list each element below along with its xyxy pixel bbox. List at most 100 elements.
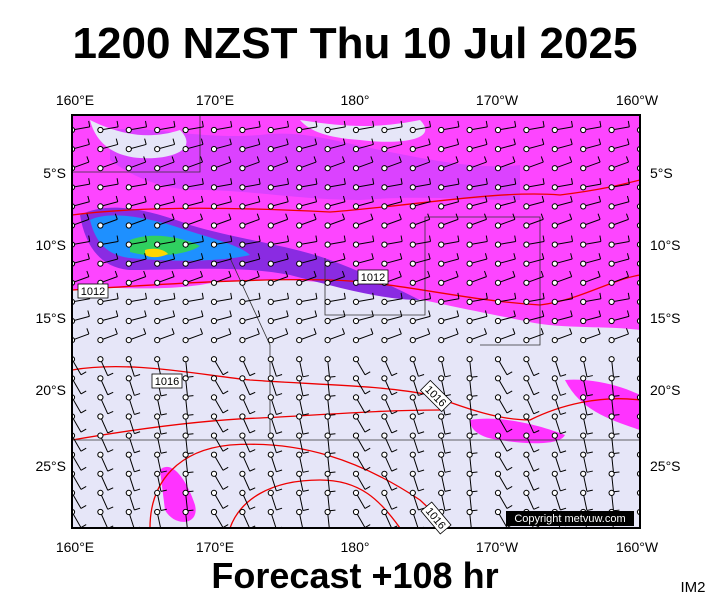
barb-flag: [107, 506, 114, 510]
barb-station: [551, 337, 558, 344]
barb-flag: [276, 393, 283, 396]
barb-flag: [302, 394, 309, 397]
barb-station: [324, 508, 331, 516]
barb-station: [352, 470, 360, 477]
barb-station: [466, 241, 473, 248]
barb-flag: [144, 310, 147, 317]
barb-station: [154, 432, 161, 439]
barb-flag: [256, 156, 260, 163]
barb-station: [210, 489, 218, 496]
barb-flag: [570, 120, 574, 127]
barb-flag: [625, 270, 629, 277]
barb-station: [125, 146, 132, 153]
barb-flag: [107, 449, 114, 453]
barb-station: [210, 451, 218, 458]
barb-flag: [249, 449, 256, 453]
barb-station: [494, 337, 502, 344]
barb-station: [125, 279, 132, 286]
barb-station: [409, 222, 416, 229]
barb-station: [466, 432, 473, 439]
lon-label: 160°E: [56, 92, 94, 108]
barb-station: [608, 356, 615, 363]
barb-station: [210, 184, 218, 191]
barb-flag: [364, 428, 371, 433]
barb-station: [438, 375, 445, 382]
barb-station: [324, 260, 331, 267]
barb-flag: [276, 450, 283, 454]
barb-station: [381, 489, 388, 496]
barb-station: [97, 222, 104, 229]
barb-station: [154, 413, 161, 420]
barb-flag: [444, 470, 451, 473]
barb-station: [608, 413, 615, 420]
barb-station: [125, 451, 132, 458]
barb-flag: [87, 310, 90, 317]
barb-flag: [258, 235, 261, 242]
barb-flag: [428, 138, 431, 145]
barb-station: [125, 165, 132, 172]
barb-station: [324, 375, 331, 382]
barb-station: [523, 241, 530, 248]
barb-flag: [398, 270, 402, 277]
barb-station: [296, 337, 303, 344]
barb-flag: [513, 138, 516, 145]
barb-flag: [256, 328, 260, 335]
lon-label: 170°E: [196, 92, 234, 108]
barb-station: [182, 432, 189, 439]
isobars: [72, 179, 640, 528]
barb-flag: [457, 292, 460, 299]
barb-station: [409, 394, 416, 401]
barb-flag: [457, 235, 460, 242]
barb-flag: [302, 470, 309, 473]
barb-flag: [115, 195, 119, 202]
barb-station: [267, 222, 274, 229]
barb-station: [580, 279, 587, 286]
barb-flag: [371, 195, 374, 202]
barb-station: [438, 298, 445, 305]
barb-station: [580, 203, 587, 210]
barb-station: [381, 203, 388, 210]
barb-flag: [428, 195, 431, 202]
barb-station: [494, 489, 502, 496]
barb-flag: [115, 253, 119, 260]
barb-station: [608, 241, 615, 248]
barb-flag: [570, 235, 574, 242]
barb-flag: [599, 235, 602, 242]
barb-station: [438, 203, 445, 210]
barb-station: [409, 432, 416, 439]
barb-station: [381, 337, 388, 344]
barb-station: [608, 146, 615, 153]
barb-flag: [200, 138, 204, 145]
barb-flag: [222, 371, 229, 376]
barb-station: [523, 279, 530, 286]
barb-station: [182, 508, 189, 516]
barb-flag: [114, 156, 118, 163]
barb-flag: [199, 270, 203, 277]
barb-flag: [302, 375, 309, 378]
wind-barbs: [72, 120, 640, 528]
barb-flag: [171, 156, 175, 163]
barb-flag: [144, 253, 147, 260]
lon-label: 170°W: [476, 92, 519, 108]
barb-station: [466, 184, 473, 191]
barb-flag: [302, 508, 309, 511]
barb-flag: [144, 178, 148, 185]
barb-flag: [172, 138, 176, 145]
barb-flag: [613, 471, 620, 474]
barb-station: [523, 317, 530, 325]
barb-station: [182, 184, 189, 191]
barb-station: [523, 413, 530, 420]
barb-flag: [187, 375, 194, 378]
barb-flag: [199, 328, 203, 335]
barb-flag: [116, 120, 119, 127]
barb-station: [466, 203, 473, 210]
barb-flag: [391, 391, 398, 396]
barb-flag: [286, 292, 290, 299]
barb-flag: [613, 452, 620, 454]
barb-flag: [457, 120, 460, 127]
barb-flag: [115, 138, 119, 145]
barb-station: [296, 279, 303, 286]
barb-station: [154, 165, 161, 172]
barb-station: [438, 126, 445, 134]
